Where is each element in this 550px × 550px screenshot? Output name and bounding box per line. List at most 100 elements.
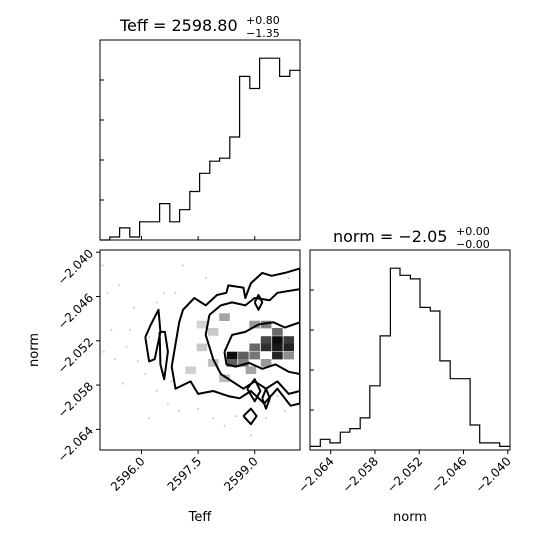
scatter-point-23 [129,328,132,331]
density-cell-25 [196,320,208,329]
density-cell-4 [260,336,272,344]
contour-5 [246,378,262,403]
density-cell-23 [185,366,196,375]
norm-hist-xtick-label-4: −2.040 [473,454,514,495]
teff-histogram-ticks [100,79,256,240]
scatter-point-17 [283,409,286,412]
density-cell-21 [196,343,208,352]
density-cell-17 [238,359,249,367]
norm-histogram-frame [309,249,511,451]
scatter-point-26 [102,350,105,353]
scatter-x-ticks: 2596.0 2597.5 2599.0 [108,450,261,494]
contour-3 [204,288,300,395]
scatter-point-34 [170,380,173,383]
norm-title-sub: −0.00 [456,238,490,251]
scatter-y-ticks: −2.040−2.046−2.052−2.058−2.064 [55,246,100,465]
scatter-point-15 [234,415,237,418]
density-cell-11 [226,351,238,360]
norm-hist-xtick-label-3: −2.046 [428,454,469,495]
teff-title: Teff = 2598.80 +0.80 −1.35 [119,14,280,40]
scatter-point-22 [110,328,113,331]
teff-histogram-frame [99,39,301,241]
scatter-panel: 2596.0 2597.5 2599.0 −2.040−2.046−2.052−2.… [27,246,301,525]
scatter-point-19 [174,291,177,294]
scatter-point-33 [249,434,252,437]
contour-2 [170,267,300,407]
scatter-ytick-label-0: −2.040 [55,246,96,287]
scatter-point-16 [265,417,267,420]
density-cell-24 [219,374,230,383]
scatter-point-3 [125,345,128,348]
contour-1 [158,330,169,381]
scatter-ytick-label-2: −2.052 [55,335,96,376]
scatter-point-12 [197,407,200,410]
density-cell-22 [207,359,219,367]
density-cell-10 [283,343,294,352]
density-cell-6 [283,336,294,344]
scatter-point-7 [121,382,124,385]
scatter-xtick-label-0: 2596.0 [108,454,148,494]
density-cells [185,313,294,383]
contour-0 [144,308,162,363]
density-cell-15 [283,351,294,360]
scatter-ytick-label-3: −2.058 [55,379,96,420]
density-cell-16 [226,359,238,367]
density-cell-2 [260,320,272,329]
scatter-frame [99,249,301,451]
contour-8 [253,294,264,311]
density-cell-3 [272,328,283,336]
norm-hist-xtick-label-2: −2.052 [384,454,425,495]
scatter-point-1 [117,284,120,287]
norm-title-sup: +0.00 [456,225,490,238]
norm-histogram-line [310,267,510,447]
norm-axis-label-y: norm [27,333,42,367]
density-cell-1 [249,320,260,329]
scatter-point-6 [144,373,147,375]
density-cell-8 [260,343,272,352]
norm-axis-label-x: norm [393,510,427,525]
teff-title-main: Teff = 2598.80 [119,16,238,35]
scatter-point-9 [166,402,169,405]
norm-title-main: norm = −2.05 [333,227,447,246]
scatter-point-31 [276,395,279,398]
density-cell-12 [238,351,249,360]
scatter-point-11 [148,417,151,420]
teff-axis-label: Teff [188,510,213,525]
scatter-point-24 [148,336,151,339]
contour-6 [261,387,271,410]
scatter-point-2 [133,306,135,309]
scatter-point-13 [212,417,215,420]
norm-histogram-panel: −2.064 −2.058 −2.052 −2.046 −2.040 norm [295,249,514,525]
norm-hist-xtick-label-0: −2.064 [295,454,336,495]
scatter-point-14 [223,424,226,427]
scatter-ytick-label-4: −2.064 [55,424,96,465]
scatter-xtick-label-1: 2597.5 [165,454,205,494]
density-cell-13 [249,351,260,360]
scatter-point-28 [204,277,207,279]
density-cell-7 [249,343,260,352]
scatter-point-20 [155,301,158,304]
scatter-point-8 [155,390,158,392]
density-cell-0 [219,313,230,321]
density-cell-19 [245,366,257,375]
scatter-point-29 [287,277,290,279]
teff-histogram-line [100,57,300,241]
norm-histogram-ticks: −2.064 −2.058 −2.052 −2.046 −2.040 [295,289,514,496]
norm-title: norm = −2.05 +0.00 −0.00 [333,225,490,251]
density-cell-20 [207,328,219,336]
density-cell-5 [272,336,283,344]
teff-title-sub: −1.35 [246,27,280,40]
density-cell-9 [272,343,283,352]
norm-hist-xtick-label-1: −2.058 [340,454,381,495]
scatter-point-10 [178,409,181,412]
scatter-point-21 [182,264,184,267]
scatter-point-25 [102,264,104,267]
scatter-point-4 [114,358,117,361]
contour-4 [223,321,300,375]
density-cell-18 [260,359,272,367]
scatter-xtick-label-2: 2599.0 [221,454,261,494]
scatter-ytick-label-1: −2.046 [55,291,96,332]
scatter-point-0 [106,291,109,294]
density-cell-14 [272,351,283,360]
